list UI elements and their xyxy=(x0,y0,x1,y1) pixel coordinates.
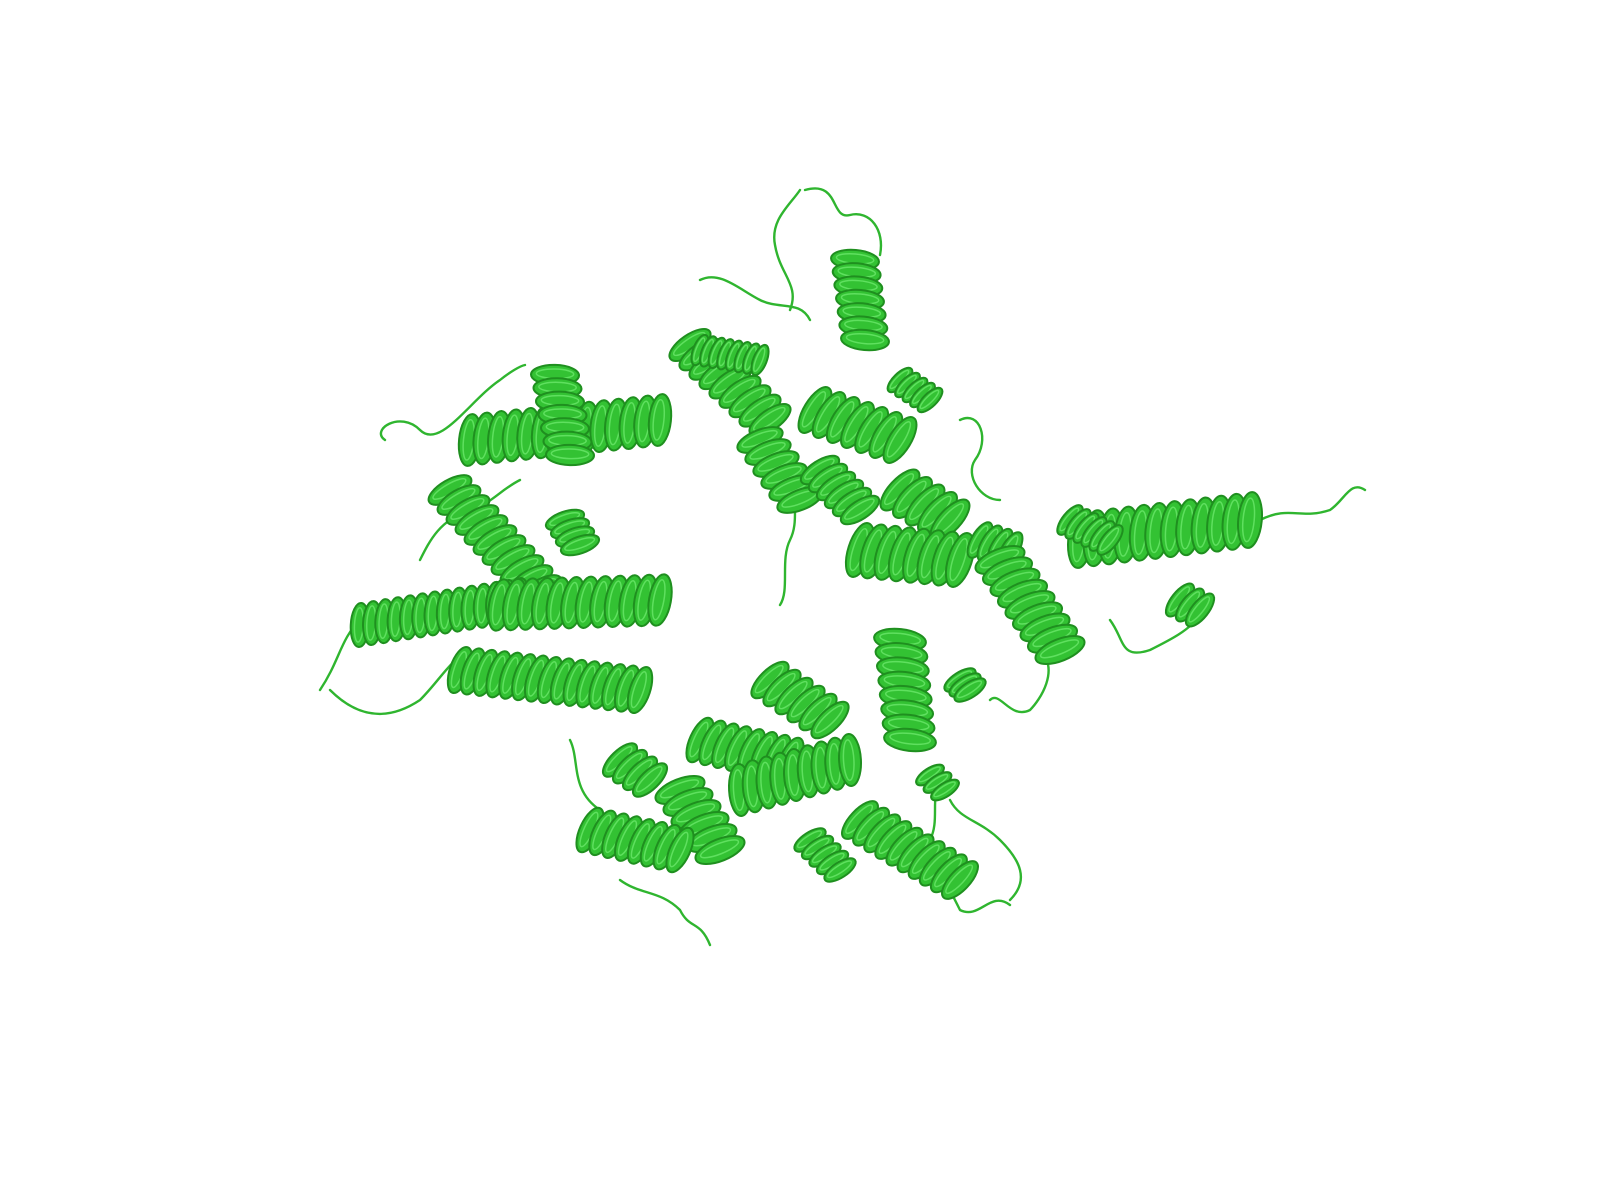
helix-highlight xyxy=(918,766,941,783)
helix-turn xyxy=(647,573,673,627)
helix-turn xyxy=(823,857,857,883)
helix-turn xyxy=(1184,592,1216,628)
helix-turn xyxy=(631,762,669,798)
helix-turn xyxy=(839,494,881,526)
coil-loop xyxy=(1258,486,1367,522)
coil-loop xyxy=(618,878,712,947)
helix-highlight xyxy=(564,536,596,552)
helix-highlight xyxy=(652,398,666,441)
helix xyxy=(841,800,979,900)
helix-highlight xyxy=(945,864,974,895)
helix-highlight xyxy=(550,448,590,460)
helix-highlight xyxy=(925,773,949,790)
helix-highlight xyxy=(814,704,844,734)
helix xyxy=(886,366,944,414)
helix xyxy=(844,522,976,588)
helix-highlight xyxy=(919,389,940,410)
helix-highlight xyxy=(1241,497,1256,543)
helix xyxy=(690,333,770,377)
helix-highlight xyxy=(1039,639,1080,659)
helix-turn xyxy=(883,727,937,753)
helix-turn xyxy=(941,860,979,900)
helix-highlight xyxy=(752,406,786,432)
helix xyxy=(530,363,595,467)
alpha-helices xyxy=(349,248,1263,900)
helix xyxy=(879,468,971,542)
helix-highlight xyxy=(1099,527,1120,552)
helix-highlight xyxy=(889,732,932,746)
helix-highlight xyxy=(933,781,956,798)
coil-loop xyxy=(773,188,802,312)
helix-turn xyxy=(1237,491,1263,549)
helix-highlight xyxy=(845,333,885,345)
helix-highlight xyxy=(651,579,666,621)
helix-turn xyxy=(882,416,918,464)
helix-turn xyxy=(1096,524,1124,556)
helix xyxy=(799,454,881,526)
coil-loop xyxy=(379,363,527,442)
helix-highlight xyxy=(669,831,689,868)
helix xyxy=(446,645,654,715)
helix-highlight xyxy=(949,537,968,582)
helix-highlight xyxy=(886,421,912,458)
helix xyxy=(544,508,601,557)
coil-loop xyxy=(698,276,812,322)
helix-turn xyxy=(647,393,673,447)
coil-loop xyxy=(948,798,1022,902)
helix xyxy=(873,627,937,753)
helix xyxy=(750,660,850,740)
helix xyxy=(830,248,890,352)
helix-turn xyxy=(810,700,850,740)
coil-loop xyxy=(988,648,1050,714)
helix-turn xyxy=(916,386,944,414)
helix xyxy=(601,742,669,798)
helix-highlight xyxy=(635,766,663,793)
helix xyxy=(915,763,960,802)
helix xyxy=(575,806,695,874)
helix xyxy=(736,426,824,514)
helix-highlight xyxy=(844,498,875,520)
helix xyxy=(487,573,673,632)
helix-turn xyxy=(953,677,987,703)
helix-turn xyxy=(930,778,960,802)
helix xyxy=(793,827,857,883)
helix xyxy=(1056,504,1124,556)
coil-loop xyxy=(1108,613,1202,654)
helix-highlight xyxy=(630,671,648,709)
coil-loop xyxy=(803,187,883,257)
coil-loop xyxy=(958,416,1002,502)
helix xyxy=(943,667,987,703)
helix xyxy=(1164,582,1216,628)
helix xyxy=(974,545,1086,665)
helix-highlight xyxy=(842,739,855,782)
helix xyxy=(797,386,918,464)
helix-highlight xyxy=(956,680,983,699)
helix-highlight xyxy=(1188,596,1211,623)
helix-highlight xyxy=(826,860,853,879)
helix-highlight xyxy=(753,347,766,373)
helix xyxy=(727,733,863,817)
helix-highlight xyxy=(699,839,740,859)
